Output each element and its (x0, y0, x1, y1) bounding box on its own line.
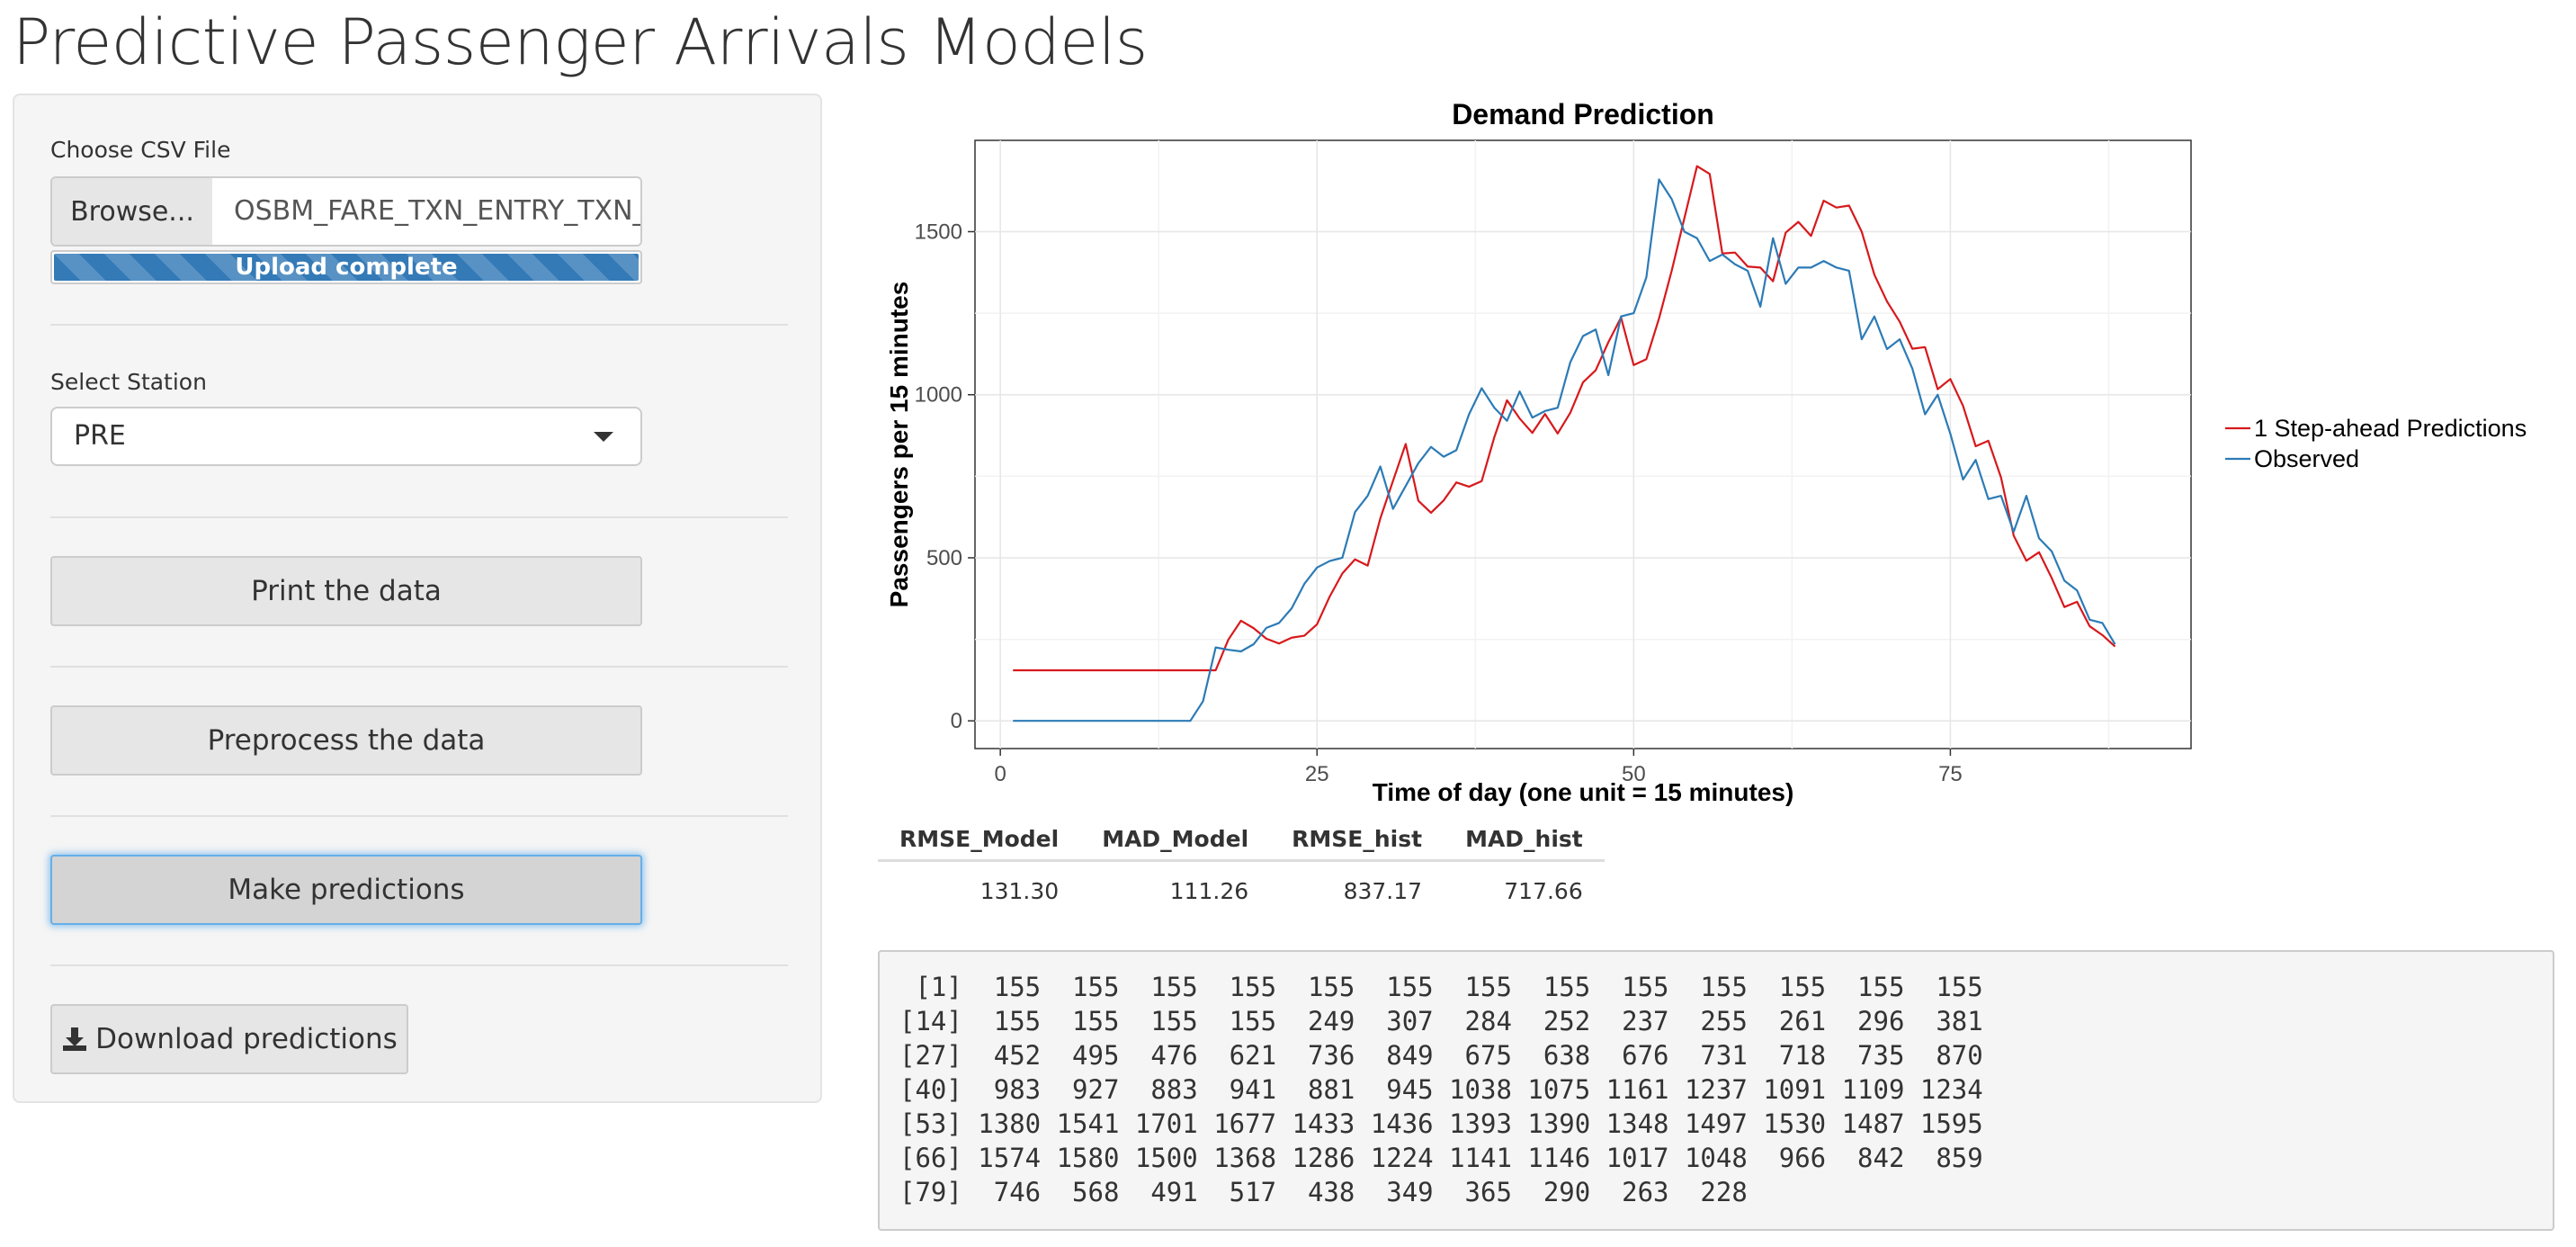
preprocess-data-button[interactable]: Preprocess the data (50, 705, 642, 776)
series-line-observed (1013, 178, 2116, 722)
grid-major (975, 140, 2191, 749)
caret-down-icon (594, 432, 613, 442)
divider (50, 324, 788, 326)
metrics-value-cell: 131.30 (979, 878, 1060, 904)
plot-panel (974, 139, 2192, 749)
metrics-header-cell: RMSE_Model (878, 813, 1081, 862)
y-tick-label: 1000 (915, 383, 962, 408)
make-predictions-button[interactable]: Make predictions (50, 855, 642, 925)
legend-label: Observed (2254, 445, 2359, 472)
console-line: [1] 155 155 155 155 155 155 155 155 155 … (899, 972, 1983, 1002)
upload-progress-bar: Upload complete (50, 250, 642, 284)
file-name-field: OSBM_FARE_TXN_ENTRY_TXN_ (212, 178, 640, 245)
x-tick-label: 25 (1305, 762, 1329, 786)
x-tick-label: 0 (994, 762, 1006, 786)
download-predictions-label: Download predictions (95, 1023, 398, 1055)
grid-minor (975, 140, 2191, 749)
file-input[interactable]: Browse... OSBM_FARE_TXN_ENTRY_TXN_ (50, 176, 642, 247)
station-select-value: PRE (74, 420, 126, 452)
y-tick-label: 500 (926, 546, 962, 570)
y-axis-label: Passengers per 15 minutes (885, 282, 913, 608)
series-line-predictions (1013, 165, 2116, 672)
console-line: [40] 983 927 883 941 881 945 1038 1075 1… (899, 1074, 1983, 1105)
page-title: Predictive Passenger Arrivals Models (13, 5, 1148, 79)
upload-progress-fill: Upload complete (54, 254, 639, 281)
legend-label: 1 Step-ahead Predictions (2254, 415, 2527, 442)
metrics-value-cell: 837.17 (1343, 878, 1423, 904)
x-axis: 0 25 50 75 (994, 749, 1963, 786)
metrics-header-row: RMSE_Model MAD_Model RMSE_hist MAD_hist (878, 813, 1605, 862)
station-select-label: Select Station (50, 369, 207, 395)
file-input-label: Choose CSV File (50, 137, 231, 163)
divider (50, 516, 788, 518)
sidebar-panel: Choose CSV File Browse... OSBM_FARE_TXN_… (13, 94, 822, 1103)
console-line: [27] 452 495 476 621 736 849 675 638 676… (899, 1040, 1983, 1071)
metrics-value-cell: 717.66 (1504, 878, 1583, 904)
metrics-header-cell: RMSE_hist (1270, 813, 1445, 862)
chart-title: Demand Prediction (1452, 98, 1714, 130)
series-layer (1013, 165, 2116, 722)
x-axis-label: Time of day (one unit = 15 minutes) (1373, 778, 1794, 806)
y-axis: 0 500 1000 1500 (915, 220, 975, 733)
console-line: [79] 746 568 491 517 438 349 365 290 263… (899, 1177, 1748, 1207)
demand-prediction-chart: Demand Prediction 0 25 50 75 0 500 1000 1500 T… (885, 98, 2527, 806)
divider (50, 666, 788, 668)
y-tick-label: 0 (951, 709, 962, 733)
console-line: [14] 155 155 155 155 249 307 284 252 237… (899, 1006, 1983, 1036)
prediction-output-console: [1] 155 155 155 155 155 155 155 155 155 … (878, 950, 2554, 1231)
x-tick-label: 50 (1622, 762, 1646, 786)
download-predictions-button[interactable]: Download predictions (50, 1004, 408, 1074)
metrics-header-cell: MAD_hist (1444, 813, 1605, 862)
table-row: 131.30 111.26 837.17 717.66 (878, 861, 1605, 912)
print-data-button[interactable]: Print the data (50, 556, 642, 626)
prediction-output-text: [1] 155 155 155 155 155 155 155 155 155 … (899, 970, 2553, 1209)
metrics-table: RMSE_Model MAD_Model RMSE_hist MAD_hist … (878, 813, 1605, 911)
x-tick-label: 75 (1938, 762, 1963, 786)
station-select[interactable]: PRE (50, 407, 642, 466)
metrics-header-cell: MAD_Model (1080, 813, 1271, 862)
console-line: [53] 1380 1541 1701 1677 1433 1436 1393 … (899, 1108, 1983, 1139)
divider (50, 815, 788, 817)
console-line: [66] 1574 1580 1500 1368 1286 1224 1141 … (899, 1143, 1983, 1173)
upload-progress-text: Upload complete (235, 254, 458, 281)
download-icon (61, 1026, 88, 1053)
divider (50, 964, 788, 966)
metrics-value-cell: 111.26 (1169, 878, 1249, 904)
y-tick-label: 1500 (915, 220, 962, 244)
chart-legend: 1 Step-ahead Predictions Observed (2225, 415, 2527, 472)
browse-button[interactable]: Browse... (52, 178, 214, 245)
